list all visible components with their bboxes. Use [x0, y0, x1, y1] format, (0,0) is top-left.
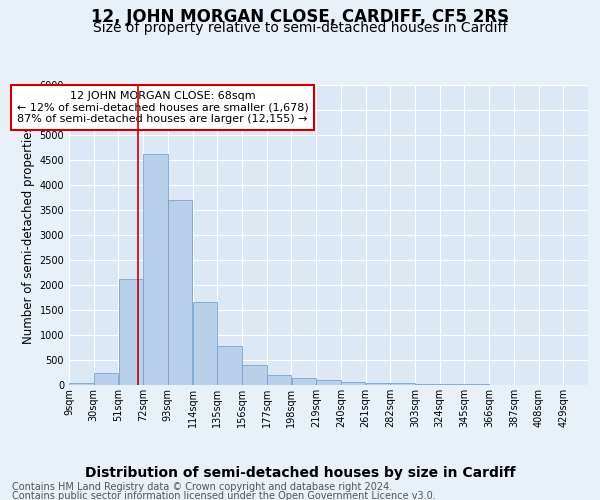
Bar [464, 384, 489, 385]
Bar [415, 384, 440, 385]
Bar [440, 384, 464, 385]
Bar [119, 278, 143, 385]
Bar [341, 382, 365, 385]
Text: 12, JOHN MORGAN CLOSE, CARDIFF, CF5 2RS: 12, JOHN MORGAN CLOSE, CARDIFF, CF5 2RS [91, 8, 509, 26]
Text: Contains HM Land Registry data © Crown copyright and database right 2024.: Contains HM Land Registry data © Crown c… [12, 482, 392, 492]
Text: 12 JOHN MORGAN CLOSE: 68sqm
← 12% of semi-detached houses are smaller (1,678)
87: 12 JOHN MORGAN CLOSE: 68sqm ← 12% of sem… [17, 91, 308, 124]
Bar [292, 378, 316, 385]
Bar [168, 200, 193, 385]
Bar [94, 372, 118, 385]
Bar [366, 382, 390, 385]
Text: Size of property relative to semi-detached houses in Cardiff: Size of property relative to semi-detach… [93, 21, 507, 35]
Bar [69, 382, 94, 385]
Bar [193, 302, 217, 385]
Bar [267, 375, 291, 385]
Text: Contains public sector information licensed under the Open Government Licence v3: Contains public sector information licen… [12, 491, 436, 500]
Bar [217, 346, 242, 385]
Text: Distribution of semi-detached houses by size in Cardiff: Distribution of semi-detached houses by … [85, 466, 515, 479]
Bar [316, 380, 341, 385]
Bar [242, 364, 266, 385]
Y-axis label: Number of semi-detached properties: Number of semi-detached properties [22, 126, 35, 344]
Bar [391, 383, 415, 385]
Bar [143, 154, 167, 385]
Bar [490, 384, 514, 385]
